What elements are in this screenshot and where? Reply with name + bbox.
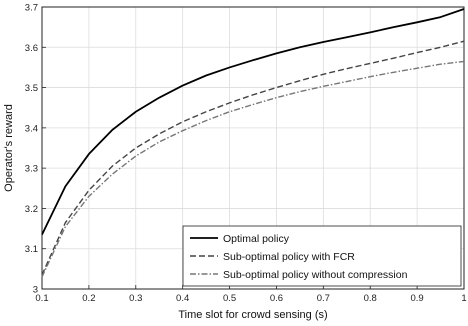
x-tick-label: 0.6 bbox=[270, 293, 283, 304]
x-tick-label: 0.2 bbox=[82, 293, 95, 304]
legend-label-3: Sub-optimal policy without compression bbox=[223, 269, 408, 281]
x-tick-label: 0.4 bbox=[176, 293, 189, 304]
y-tick-label: 3.5 bbox=[25, 83, 38, 94]
axis-ticks: 0.1 0.2 0.3 0.4 0.5 0.6 0.7 0.8 0.9 1 3 3.1 3.2 3.3 3.… bbox=[25, 3, 467, 305]
x-tick-label: 0.7 bbox=[317, 293, 330, 304]
y-tick-label: 3.6 bbox=[25, 43, 38, 54]
legend-label-2: Sub-optimal policy with FCR bbox=[223, 251, 355, 263]
y-tick-label: 3.4 bbox=[25, 123, 38, 134]
x-tick-label: 1 bbox=[461, 293, 466, 304]
plot-frame bbox=[41, 6, 465, 290]
x-tick-label: 0.8 bbox=[364, 293, 377, 304]
legend: Optimal policy Sub-optimal policy with FC… bbox=[182, 225, 462, 287]
series-line-2 bbox=[41, 40, 465, 276]
y-tick-label: 3.7 bbox=[25, 3, 38, 14]
series-lines bbox=[41, 8, 465, 278]
series-line-1 bbox=[41, 8, 465, 236]
x-axis-label: Time slot for crowd sensing (s) bbox=[178, 309, 327, 321]
legend-box bbox=[182, 225, 462, 287]
y-tick-label: 3.1 bbox=[25, 244, 38, 255]
x-tick-label: 0.1 bbox=[35, 293, 48, 304]
x-tick-label: 0.9 bbox=[411, 293, 424, 304]
series-line-3 bbox=[41, 60, 465, 278]
y-tick-label: 3.3 bbox=[25, 164, 38, 175]
y-tick-label: 3 bbox=[33, 285, 38, 296]
y-axis-label: Operator's reward bbox=[3, 104, 15, 192]
x-tick-label: 0.5 bbox=[223, 293, 236, 304]
x-tick-label: 0.3 bbox=[129, 293, 142, 304]
legend-label-1: Optimal policy bbox=[223, 233, 290, 245]
y-tick-label: 3.2 bbox=[25, 204, 38, 215]
